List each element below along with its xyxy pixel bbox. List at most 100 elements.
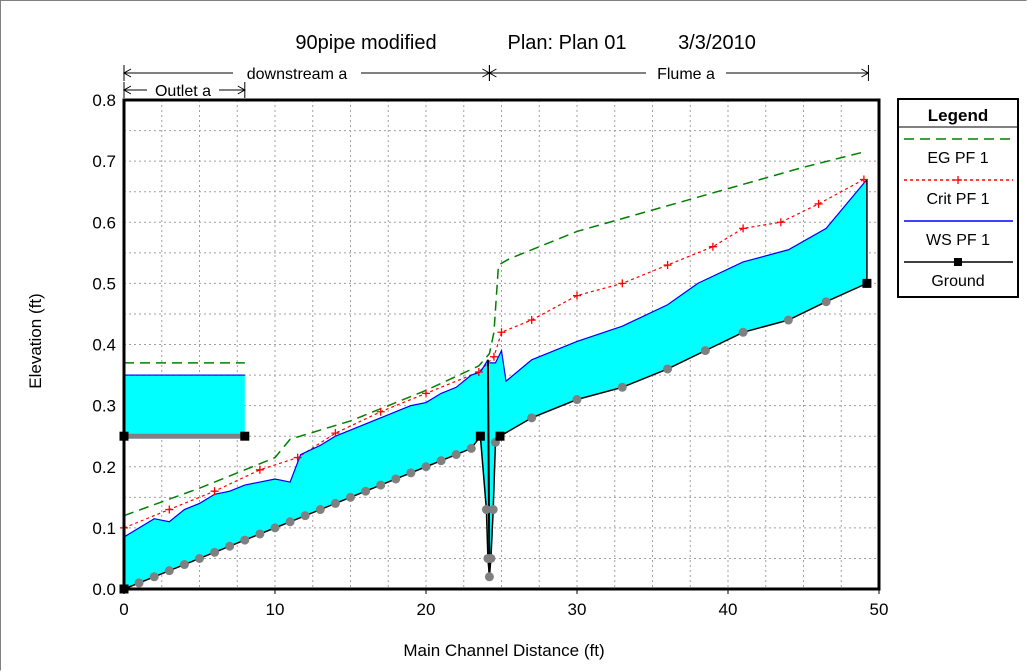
ground-point-marker	[406, 468, 416, 478]
ground-point-marker	[225, 541, 235, 551]
ground-point-marker	[376, 480, 386, 490]
crit-marker	[573, 291, 581, 300]
reach-label-flume: Flume a	[657, 66, 715, 83]
legend-entry-label: EG PF 1	[927, 150, 988, 167]
reach-label-downstream: downstream a	[247, 66, 348, 83]
y-tick-label: 0.7	[92, 152, 116, 171]
y-tick-label: 0.1	[92, 519, 116, 538]
legend-entry-label: Crit PF 1	[926, 191, 989, 208]
legend-marker	[954, 176, 962, 184]
ground-point-marker	[195, 553, 204, 563]
ground-point-marker	[527, 413, 537, 423]
junction-line	[486, 359, 491, 577]
ground-point-marker	[451, 450, 461, 460]
crit-marker	[255, 465, 264, 474]
chart-title-project: 90pipe modified	[295, 32, 436, 54]
x-tick-label: 10	[266, 600, 285, 619]
x-tick-label: 40	[719, 600, 738, 619]
reach-label-outlet: Outlet a	[155, 83, 211, 100]
series-line-ws-pf-1	[489, 179, 868, 383]
crit-marker	[331, 429, 340, 438]
x-tick-label: 30	[568, 600, 587, 619]
crit-marker	[497, 328, 506, 337]
crit-marker	[663, 261, 672, 270]
ground-square-marker	[862, 278, 872, 288]
ground-point-marker	[738, 327, 748, 337]
crit-marker	[489, 352, 498, 361]
crit-marker	[708, 242, 717, 251]
water-fill-layer	[124, 179, 867, 589]
ground-point-marker	[270, 523, 280, 533]
legend: Legend EG PF 1 Crit PF 1 WS PF 1 Ground	[897, 98, 1019, 298]
water-fill-main	[124, 179, 867, 589]
legend-marker	[954, 258, 962, 266]
crit-marker	[618, 279, 627, 288]
y-tick-label: 0.5	[92, 274, 116, 293]
ground-square-marker	[475, 431, 485, 441]
plot-area-frame	[122, 98, 881, 591]
ground-point-marker	[663, 364, 673, 374]
ground-point-marker	[210, 547, 220, 557]
ground-point-marker	[466, 443, 476, 453]
crit-marker	[210, 487, 219, 496]
crit-marker	[776, 218, 785, 227]
ground-point-marker	[134, 578, 144, 588]
ground-point-marker	[436, 456, 446, 466]
ground-point-marker	[300, 511, 310, 521]
ground-point-marker	[149, 572, 159, 582]
ground-point-marker	[361, 486, 371, 496]
ground-point-marker	[255, 529, 265, 539]
legend-entry-label: Ground	[931, 273, 984, 290]
y-tick-label: 0.3	[92, 397, 116, 416]
ground-point-marker	[481, 505, 491, 515]
ground-point-marker	[486, 553, 496, 563]
ground-point-marker	[315, 505, 325, 515]
ground-point-marker	[700, 346, 710, 356]
x-axis-label: Main Channel Distance (ft)	[403, 641, 604, 660]
chart-title-plan: Plan: Plan 01	[508, 32, 627, 54]
x-tick-label: 20	[417, 600, 436, 619]
ground-point-marker	[240, 535, 250, 545]
y-tick-label: 0.8	[92, 91, 116, 110]
ground-point-marker	[488, 505, 498, 515]
crit-marker	[527, 316, 536, 325]
ground-point-marker	[572, 395, 582, 405]
ground-point-marker	[484, 572, 494, 582]
ground-point-marker	[783, 315, 793, 325]
series-line-eg-pf-1	[123, 151, 865, 517]
x-tick-label: 0	[119, 600, 128, 619]
ground-square-marker	[240, 431, 250, 441]
y-tick-label: 0.2	[92, 458, 116, 477]
y-tick-label: 0.6	[92, 213, 116, 232]
reach-annotations: downstream a Flume a Outlet a	[122, 65, 870, 100]
ground-point-marker	[617, 382, 627, 392]
crit-marker	[814, 199, 823, 208]
y-axis-label: Elevation (ft)	[26, 293, 45, 388]
chart-title-date: 3/3/2010	[678, 32, 756, 54]
x-tick-label: 50	[870, 600, 889, 619]
ground-point-marker	[164, 566, 174, 576]
ground-point-marker	[391, 474, 401, 484]
legend-entry-label: WS PF 1	[926, 232, 990, 249]
ground-square-marker	[495, 431, 505, 441]
ground-point-marker	[821, 297, 831, 307]
tick-label-layer: 0 10 20 30 40 50 0.0 0.1 0.2 0.3 0.4 0.5 0.6 0.7 0.8	[92, 91, 888, 619]
crit-marker	[165, 505, 174, 514]
ground-point-marker	[179, 560, 189, 570]
series-line-ws-pf-1	[123, 359, 489, 538]
ground-point-marker	[421, 462, 431, 472]
series-line-crit-pf-1	[123, 178, 865, 529]
crit-marker	[859, 175, 868, 184]
ground-point-marker	[285, 517, 295, 527]
crit-marker	[422, 389, 430, 398]
crit-marker	[739, 224, 748, 233]
ground-point-marker	[330, 498, 340, 508]
crit-marker	[474, 368, 483, 377]
legend-title: Legend	[928, 106, 988, 125]
water-fill-outlet	[124, 375, 245, 437]
crit-marker	[293, 453, 302, 462]
crit-marker	[376, 407, 385, 416]
y-tick-label: 0.4	[92, 336, 116, 355]
